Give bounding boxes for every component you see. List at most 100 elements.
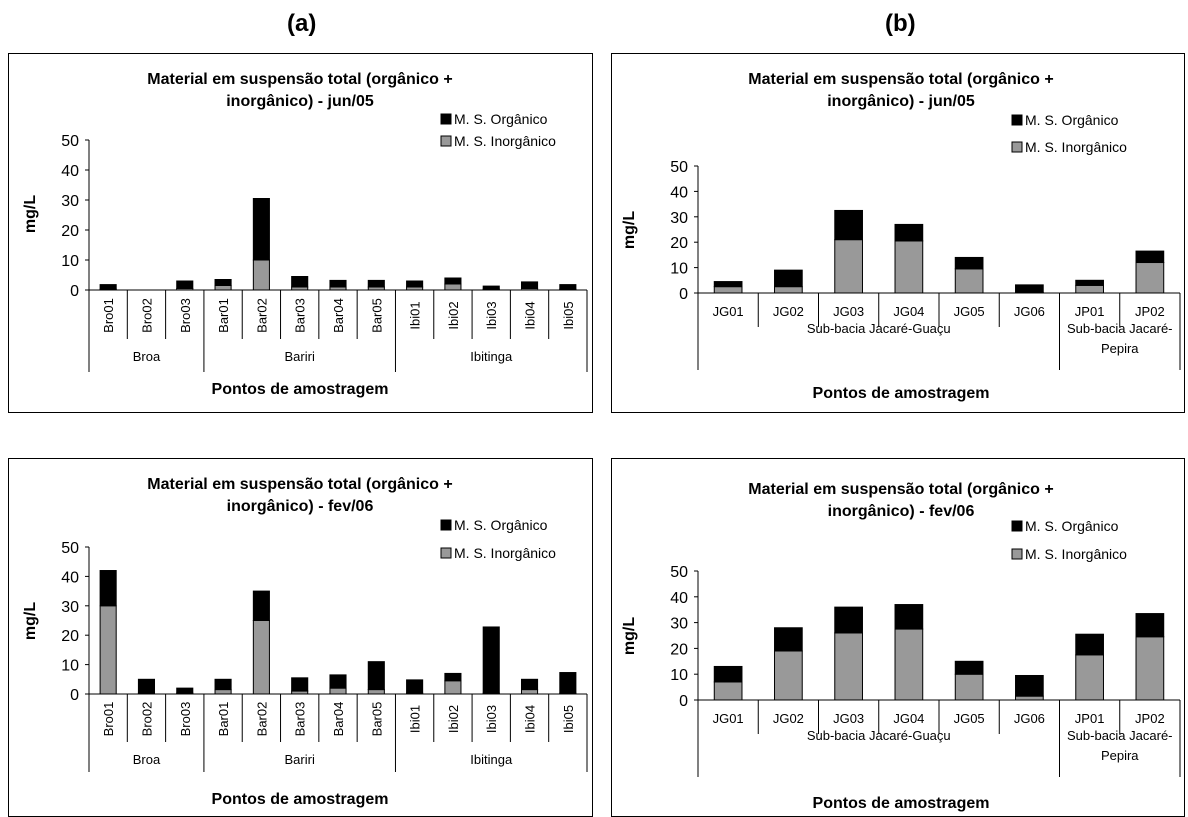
bar-segment-inorganic xyxy=(1015,695,1044,701)
bar-segment-organic xyxy=(367,279,385,288)
bar-segment-inorganic xyxy=(214,285,232,291)
x-tick-label: Bar02 xyxy=(254,298,269,333)
y-tick-label: 50 xyxy=(61,133,79,150)
x-tick-label: JG04 xyxy=(893,304,924,319)
bar-segment-organic xyxy=(176,687,194,694)
bar-segment-organic xyxy=(406,679,424,694)
bar-segment-inorganic xyxy=(444,680,462,695)
x-tick-label: JG06 xyxy=(1014,304,1045,319)
legend-label-inorganic: M. S. Inorgânico xyxy=(1025,546,1127,562)
x-tick-label: Bar05 xyxy=(369,298,384,333)
bar-segment-organic xyxy=(559,284,577,290)
bar-segment-organic xyxy=(954,256,984,270)
x-tick-label: Bro03 xyxy=(178,298,193,333)
legend-label-inorganic: M. S. Inorgânico xyxy=(1025,139,1127,155)
group-label: Sub-bacia Jacaré-Guaçu xyxy=(807,728,951,743)
bar-segment-inorganic xyxy=(252,259,270,291)
x-tick-label: Ibi03 xyxy=(484,301,499,329)
bar-segment-organic xyxy=(214,279,232,286)
bar-segment-inorganic xyxy=(1075,284,1104,294)
bar-segment-inorganic xyxy=(1135,262,1165,294)
x-tick-label: Bar03 xyxy=(293,298,308,333)
bar-segment-organic xyxy=(1015,284,1044,293)
group-label-line: Pepira xyxy=(1101,341,1139,356)
panel-label-a: (a) xyxy=(287,10,317,37)
chart-title-line: inorgânico) - jun/05 xyxy=(827,93,975,110)
bar-segment-organic xyxy=(774,627,803,652)
group-label: Bariri xyxy=(285,349,315,364)
legend-label-organic: M. S. Orgânico xyxy=(1025,112,1119,128)
bar-segment-organic xyxy=(520,678,539,691)
bar-segment-organic xyxy=(252,198,270,261)
chart-title-line: Material em suspensão total (orgânico + xyxy=(748,481,1053,498)
bar-segment-organic xyxy=(482,626,500,694)
chart-svg: Material em suspensão total (orgânico + i… xyxy=(621,481,1181,812)
bar-segment-inorganic xyxy=(713,681,743,701)
bar-segment-organic xyxy=(99,570,117,607)
bar-segment-inorganic xyxy=(894,240,924,294)
group-label: Broa xyxy=(133,349,161,364)
y-tick-label: 40 xyxy=(61,569,79,586)
y-tick-label: 50 xyxy=(670,159,688,176)
legend-swatch-organic xyxy=(440,519,452,531)
y-tick-label: 20 xyxy=(61,223,79,240)
x-tick-label: Ibi05 xyxy=(561,301,576,329)
group-label-line: Pepira xyxy=(1101,748,1139,763)
y-tick-label: 0 xyxy=(70,283,79,300)
y-tick-label: 10 xyxy=(61,658,79,675)
chart-svg: Material em suspensão total (orgânico + i… xyxy=(621,71,1181,402)
bar-segment-organic xyxy=(291,677,309,692)
bar-segment-inorganic xyxy=(520,689,539,695)
x-tick-label: Bar03 xyxy=(293,702,308,737)
group-label: Broa xyxy=(133,752,161,767)
bar-segment-inorganic xyxy=(1135,636,1165,701)
x-tick-label: JP02 xyxy=(1135,304,1165,319)
bar-segment-organic xyxy=(1075,279,1104,286)
x-tick-label: JG05 xyxy=(954,304,985,319)
legend-swatch-inorganic xyxy=(1011,141,1023,153)
bar-segment-inorganic xyxy=(252,620,270,695)
x-tick-label: Ibi05 xyxy=(561,705,576,733)
y-tick-label: 20 xyxy=(670,641,688,658)
x-tick-label: JG01 xyxy=(713,711,744,726)
x-tick-label: Ibi02 xyxy=(446,705,461,733)
x-axis-label: Pontos de amostragem xyxy=(212,381,389,398)
x-axis-label: Pontos de amostragem xyxy=(813,385,990,402)
bar-segment-organic xyxy=(137,678,156,694)
x-tick-label: JG03 xyxy=(833,304,864,319)
bar-segment-inorganic xyxy=(834,239,863,294)
legend-swatch-inorganic xyxy=(440,135,452,147)
x-tick-label: JG01 xyxy=(713,304,744,319)
bar-segment-organic xyxy=(1075,633,1104,656)
y-tick-label: 10 xyxy=(61,253,79,270)
group-label: Ibitinga xyxy=(470,752,513,767)
legend-swatch-inorganic xyxy=(440,547,452,559)
group-label-line: Sub-bacia Jacaré- xyxy=(1067,728,1173,743)
x-tick-label: Bro01 xyxy=(101,298,116,333)
x-tick-label: Ibi01 xyxy=(408,301,423,329)
y-axis-label: mg/L xyxy=(22,195,39,233)
bar-segment-organic xyxy=(834,606,863,634)
bar-segment-inorganic xyxy=(444,283,462,291)
chart-title-line: inorgânico) - fev/06 xyxy=(227,498,374,515)
y-tick-label: 20 xyxy=(670,235,688,252)
x-tick-label: JG06 xyxy=(1014,711,1045,726)
group-label: Bariri xyxy=(285,752,315,767)
y-tick-label: 50 xyxy=(670,564,688,581)
y-tick-label: 30 xyxy=(670,616,688,633)
x-tick-label: Bro01 xyxy=(101,702,116,737)
bar-segment-organic xyxy=(713,665,743,683)
y-tick-label: 0 xyxy=(70,687,79,704)
legend-label-organic: M. S. Orgânico xyxy=(454,111,548,127)
x-axis-label: Pontos de amostragem xyxy=(813,795,990,812)
x-tick-label: Ibi04 xyxy=(523,705,538,733)
y-tick-label: 0 xyxy=(679,693,688,710)
x-tick-label: JP01 xyxy=(1075,711,1105,726)
x-tick-label: Bro03 xyxy=(178,702,193,737)
bar-segment-organic xyxy=(329,674,347,689)
y-tick-label: 0 xyxy=(679,286,688,303)
chart-title-line: Material em suspensão total (orgânico + xyxy=(147,476,452,493)
bar-segment-organic xyxy=(559,672,577,694)
x-tick-label: Bro02 xyxy=(139,298,154,333)
y-axis-label: mg/L xyxy=(621,211,638,249)
